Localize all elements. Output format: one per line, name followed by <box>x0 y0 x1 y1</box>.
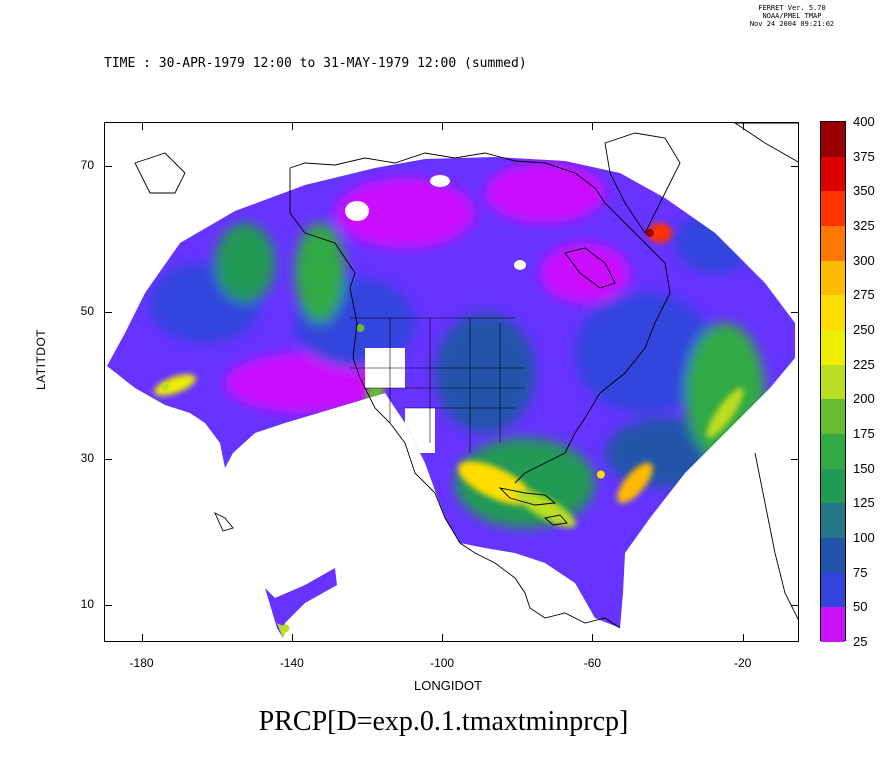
x-tick-mark <box>592 634 594 642</box>
y-tick-mark <box>104 165 112 167</box>
feature-marks <box>161 228 654 633</box>
precip-feature-point <box>281 624 290 633</box>
x-tick-label: -180 <box>129 656 154 670</box>
colorbar-label: 150 <box>853 460 875 476</box>
colorbar-label: 250 <box>853 322 875 337</box>
x-tick-label: -60 <box>583 656 602 670</box>
x-tick-label: -20 <box>733 656 752 670</box>
x-tick-mark <box>291 634 293 642</box>
colorbar-segment <box>821 399 845 435</box>
coastlines <box>134 123 798 629</box>
colorbar-label: 200 <box>853 391 875 407</box>
stamp-line-1: FERRET Ver. 5.70 <box>758 4 826 12</box>
colorbar-label: 100 <box>853 530 875 545</box>
x-tick-mark <box>141 634 143 642</box>
colorbar-segment <box>821 572 845 608</box>
precip-field <box>107 157 795 628</box>
y-tick-label: 50 <box>80 304 94 319</box>
precip-feature-point <box>499 485 508 494</box>
colorbar-label: 125 <box>853 495 875 511</box>
y-tick-mark <box>104 312 112 314</box>
colorbar-segment <box>821 364 845 400</box>
colorbar-segment <box>821 330 845 366</box>
y-axis-label: LATITDOT <box>34 328 48 390</box>
ferret-stamp: FERRET Ver. 5.70 NOAA/PMEL TMAP Nov 24 2… <box>732 4 852 28</box>
map-svg <box>107 123 798 638</box>
time-range-label: TIME : 30-APR-1979 12:00 to 31-MAY-1979 … <box>104 56 527 71</box>
colorbar-segment <box>821 607 845 643</box>
precip-feature-point <box>645 228 654 237</box>
colorbar <box>820 121 846 643</box>
colorbar-label: 400 <box>853 114 875 129</box>
y-tick-label: 70 <box>80 157 94 172</box>
x-tick-mark <box>442 634 444 642</box>
colorbar-label: 25 <box>853 634 868 649</box>
y-tick-mark <box>104 458 112 460</box>
colorbar-label: 175 <box>853 426 875 441</box>
y-tick-mark <box>791 165 799 167</box>
colorbar-label: 300 <box>853 252 875 268</box>
y-tick-label: 10 <box>80 597 94 612</box>
colorbar-label: 350 <box>853 183 875 199</box>
colorbar-segment <box>821 260 845 296</box>
colorbar-label: 75 <box>853 564 868 580</box>
y-tick-label: 30 <box>80 450 94 465</box>
y-tick-mark <box>791 458 799 460</box>
map-plot-area[interactable] <box>104 122 799 642</box>
colorbar-segment <box>821 538 845 574</box>
main-title: PRCP[D=exp.0.1.tmaxtminprcp] <box>258 706 629 737</box>
x-tick-mark <box>442 122 444 130</box>
precip-feature-point <box>322 265 331 274</box>
y-tick-mark <box>104 605 112 607</box>
colorbar-segment <box>821 434 845 470</box>
stamp-line-3: Nov 24 2004 09:21:02 <box>749 20 835 28</box>
colorbar-segment <box>821 226 845 262</box>
colorbar-label: 225 <box>853 356 875 372</box>
x-tick-label: -140 <box>279 656 304 670</box>
colorbar-label: 325 <box>853 218 875 233</box>
colorbar-segment <box>821 295 845 331</box>
south-wedge <box>265 568 337 638</box>
x-tick-mark <box>592 122 594 130</box>
colorbar-segment <box>821 122 845 158</box>
stamp-line-2: NOAA/PMEL TMAP <box>762 12 822 20</box>
colorbar-label: 275 <box>853 287 875 303</box>
x-axis-label: LONGIDOT <box>414 678 482 693</box>
x-tick-mark <box>291 122 293 130</box>
precip-feature-point <box>161 382 170 391</box>
x-tick-mark <box>742 122 744 130</box>
colorbar-label: 50 <box>853 599 868 615</box>
y-tick-mark <box>791 605 799 607</box>
precip-feature-point <box>596 470 605 479</box>
colorbar-segment <box>821 503 845 539</box>
colorbar-segment <box>821 468 845 504</box>
precip-blobs <box>150 163 765 528</box>
x-tick-mark <box>141 122 143 130</box>
state-borders <box>350 317 525 453</box>
colorbar-segment <box>821 191 845 227</box>
colorbar-segment <box>821 156 845 192</box>
x-tick-mark <box>742 634 744 642</box>
precip-feature-point <box>356 324 365 333</box>
colorbar-label: 375 <box>853 148 875 164</box>
x-tick-label: -100 <box>430 656 455 670</box>
y-tick-mark <box>791 312 799 314</box>
